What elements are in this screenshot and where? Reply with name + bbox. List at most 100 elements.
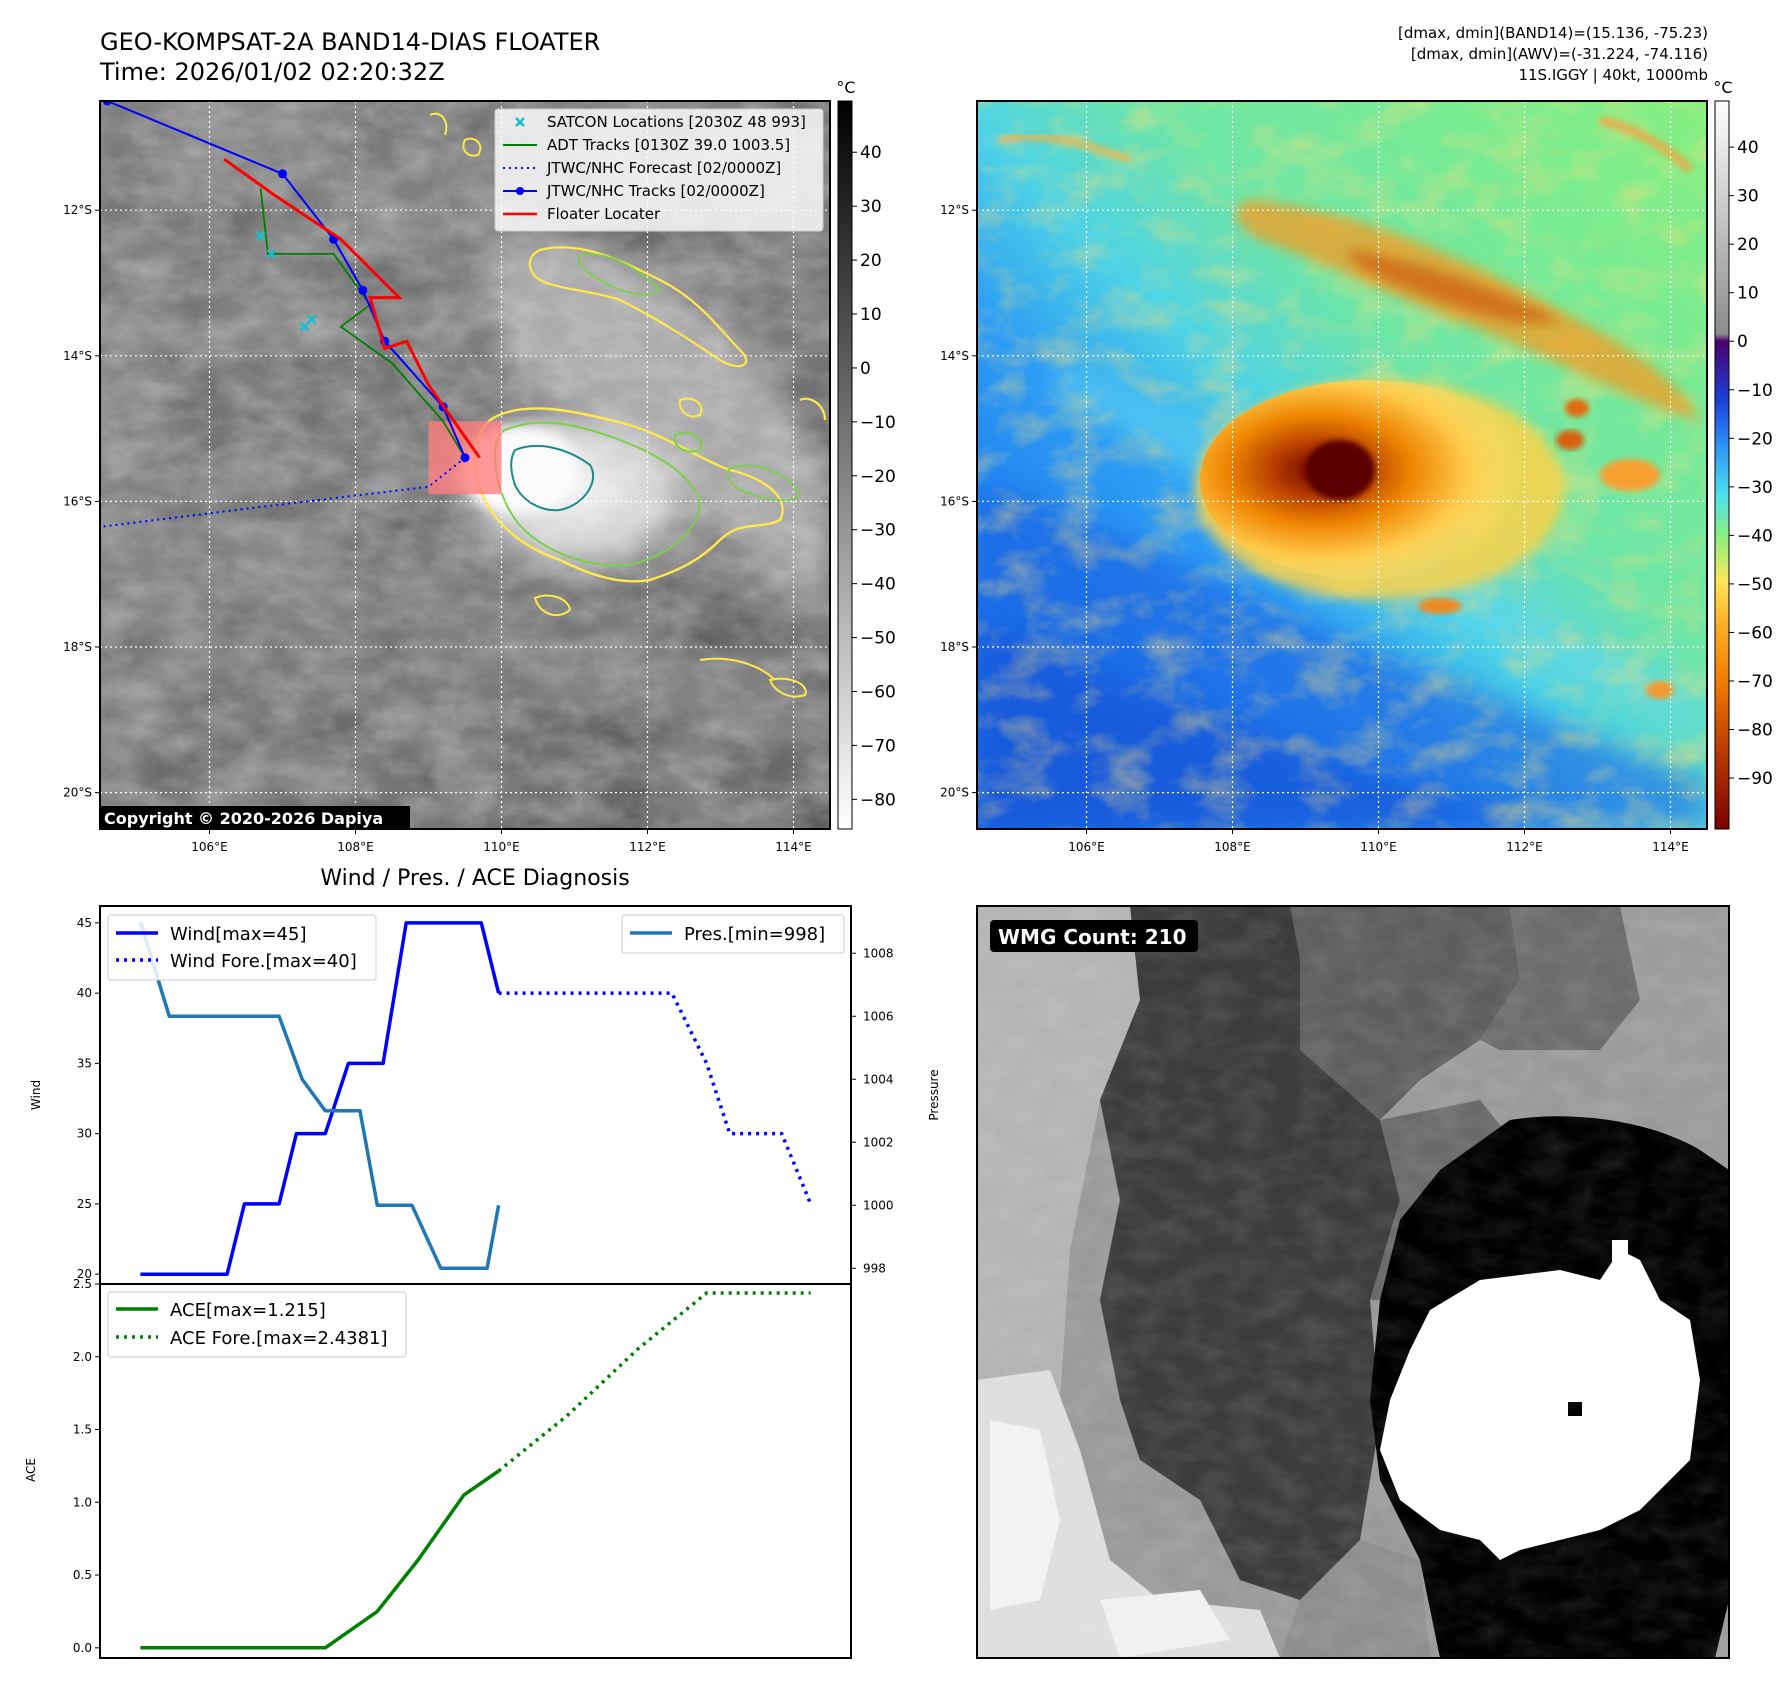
lat-tick-label: 12°S [940,203,969,217]
awv-map-gridlines [977,101,1707,829]
colorbar-tick-label: −60 [1737,623,1773,643]
legend-label: JTWC/NHC Tracks [02/0000Z] [546,182,765,200]
satcon-marker [266,248,277,259]
lat-tick-label: 20°S [63,786,92,800]
colorbar-tick-label: −40 [1737,526,1773,546]
jtwc-track-point [102,101,112,106]
ytick-label: 998 [863,1261,886,1275]
ytick-label: 40 [77,986,92,1000]
ytick-label: 2.5 [73,1277,92,1291]
lon-tick-label: 108°E [1214,840,1251,854]
wmg-panel: WMG Count: 210 [976,905,1730,1659]
ytick-label: 1.0 [73,1495,92,1509]
ir-colorbar [837,100,853,830]
lat-tick-label: 16°S [940,494,969,508]
diagnosis-panel: Wind / Pres. / ACE Diagnosis Wind Pressu… [24,866,941,1659]
ir-map-lat-ticks: 12°S 14°S 16°S 18°S 20°S [63,203,100,800]
lat-tick-label: 12°S [63,203,92,217]
ytick-label: 25 [77,1197,92,1211]
ace-yticks: 0.0 0.5 1.0 1.5 2.0 2.5 [73,1277,100,1655]
awv-map-panel: 106°E 108°E 110°E 112°E 114°E 12°S 14°S 16°S 18… [940,78,1773,854]
lat-tick-label: 16°S [63,494,92,508]
jtwc-track-point [278,169,287,179]
colorbar-tick-label: 0 [860,359,871,379]
pressure-axis-label: Pressure [927,1069,941,1120]
lat-tick-label: 18°S [940,640,969,654]
ytick-label: 1000 [863,1198,894,1212]
figure-timestamp: Time: 2026/01/02 02:20:32Z [99,58,445,86]
pressure-legend-label: Pres.[min=998] [684,924,825,945]
ytick-label: 1004 [863,1072,894,1086]
ir-map-lon-ticks: 106°E 108°E 110°E 112°E 114°E [191,829,812,854]
legend-label: ADT Tracks [0130Z 39.0 1003.5] [547,136,790,154]
awv-colorbar [1714,100,1730,830]
jtwc-track-point [460,453,470,463]
ace-series [140,1291,811,1650]
ace-axis-label: ACE [24,1458,38,1482]
legend-label: SATCON Locations [2030Z 48 993] [547,113,806,131]
colorbar-tick-label: −90 [1737,769,1773,789]
colorbar-tick-label: −70 [860,736,896,756]
adt-track-line [259,188,466,459]
colorbar-tick-label: 10 [1737,284,1759,304]
ace-forecast-legend-label: ACE Fore.[max=2.4381] [170,1328,388,1349]
satcon-markers [255,230,317,332]
colorbar-tick-label: −60 [860,682,896,702]
ytick-label: 1.5 [73,1423,92,1437]
colorbar-tick-label: −80 [1737,721,1773,741]
ytick-label: 0.0 [73,1641,92,1655]
series-line-0 [140,921,501,1276]
awv-colorbar-unit: °C [1713,78,1732,97]
lat-tick-label: 18°S [63,640,92,654]
jtwc-track-point [358,285,368,295]
ytick-label: 45 [77,916,92,930]
ytick-label: 2.0 [73,1350,92,1364]
colorbar-tick-label: −50 [860,629,896,649]
lat-tick-label: 20°S [940,786,969,800]
copyright-badge [100,806,410,829]
wind-forecast-legend-label: Wind Fore.[max=40] [170,951,357,972]
ir-colorbar-unit: °C [836,78,855,97]
colorbar-tick-label: −70 [1737,672,1773,692]
colorbar-tick-label: −40 [860,575,896,595]
ace-legend-label: ACE[max=1.215] [170,1300,326,1321]
wind-series [140,921,813,1276]
colorbar-tick-label: −80 [860,790,896,810]
legend-track-dot [516,187,524,195]
ir-map-legend: SATCON Locations [2030Z 48 993] ADT Track… [494,108,824,232]
colorbar-tick-label: 30 [860,197,882,217]
lon-tick-label: 114°E [1652,840,1689,854]
wmg-count-text: WMG Count: 210 [998,925,1187,949]
satcon-marker [306,314,317,325]
lon-tick-label: 110°E [1360,840,1397,854]
colorbar-tick-label: 0 [1737,332,1748,352]
series-line-0 [138,921,501,1271]
pressure-yticks: 998 1000 1002 1004 1006 1008 [851,946,894,1275]
colorbar-tick-label: 40 [860,143,882,163]
legend-label: Floater Locater [547,205,661,223]
pressure-series [138,921,501,1271]
lon-tick-label: 106°E [1068,840,1105,854]
lon-tick-label: 112°E [629,840,666,854]
lon-tick-label: 108°E [337,840,374,854]
colorbar-tick-label: −20 [1737,429,1773,449]
ace-legend: ACE[max=1.215] ACE Fore.[max=2.4381] [107,1291,407,1358]
series-line-1 [497,1291,811,1473]
ytick-label: 20 [77,1267,92,1281]
colorbar-tick-label: 20 [1737,235,1759,255]
dmax-dmin-band14: [dmax, dmin](BAND14)=(15.136, -75.23) [1398,24,1708,42]
storm-id-intensity: 11S.IGGY | 40kt, 1000mb [1518,66,1708,84]
pressure-legend: Pres.[min=998] [621,914,845,954]
diagnosis-title: Wind / Pres. / ACE Diagnosis [320,866,629,891]
colorbar-tick-label: −30 [1737,478,1773,498]
colorbar-tick-label: −50 [1737,575,1773,595]
colorbar-tick-label: 40 [1737,138,1759,158]
ytick-label: 35 [77,1056,92,1070]
ytick-label: 30 [77,1127,92,1141]
colorbar-tick-label: 10 [860,305,882,325]
lat-tick-label: 14°S [63,349,92,363]
lat-tick-label: 14°S [940,349,969,363]
series-line-0 [140,1469,500,1650]
wind-axis-label: Wind [29,1080,43,1110]
